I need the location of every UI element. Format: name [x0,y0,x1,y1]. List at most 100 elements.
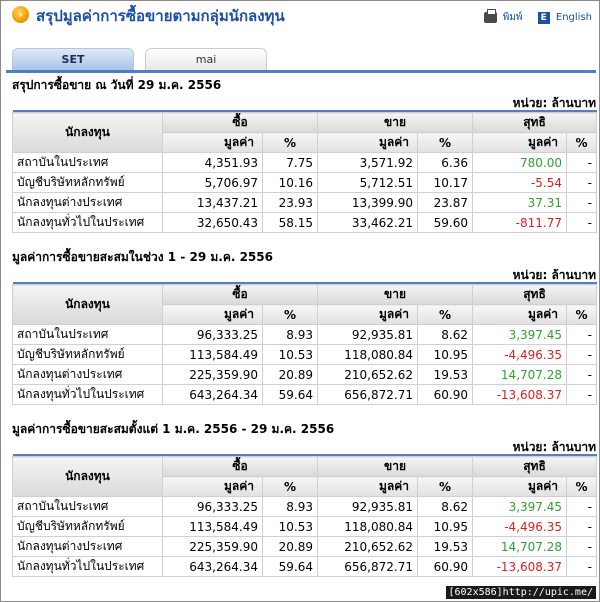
investor-table: นักลงทุน ซื้อ ขาย สุทธิ มูลค่า % มูลค่า … [12,282,597,405]
investor-name: สถาบันในประเทศ [12,496,163,517]
investor-name: นักลงทุนทั่วไปในประเทศ [12,556,163,577]
percent-header: % [566,304,597,325]
value-header: มูลค่า [317,476,418,497]
net-value: -5.54 [472,172,567,193]
buy-percent: 20.89 [262,364,318,385]
unit-label: หน่วย: ล้านบาท [512,440,596,454]
table-row: นักลงทุนต่างประเทศ 13,437.21 23.93 13,39… [12,192,597,213]
table-row: นักลงทุนทั่วไปในประเทศ 643,264.34 59.64 … [12,556,597,577]
buy-value: 13,437.21 [162,192,263,213]
print-link[interactable]: พิมพ์ [502,12,523,23]
buy-percent: 8.93 [262,496,318,517]
net-percent: - [566,324,597,345]
table-row: บัญชีบริษัทหลักทรัพย์ 113,584.49 10.53 1… [12,344,597,365]
buy-header: ซื้อ [162,284,318,305]
value-header: มูลค่า [317,304,418,325]
sell-header: ขาย [317,456,473,477]
table-row: สถาบันในประเทศ 4,351.93 7.75 3,571.92 6.… [12,152,597,173]
sell-value: 33,462.21 [317,212,418,233]
buy-value: 96,333.25 [162,324,263,345]
tab-mai[interactable]: mai [145,48,267,70]
net-percent: - [566,536,597,557]
buy-value: 113,584.49 [162,344,263,365]
page-header: › สรุปมูลค่าการซื้อขายตามกลุ่มนักลงทุน พ… [6,4,596,26]
value-header: มูลค่า [162,132,263,153]
sell-percent: 8.62 [417,496,473,517]
percent-header: % [262,304,318,325]
sell-value: 5,712.51 [317,172,418,193]
net-value: 780.00 [472,152,567,173]
net-value: 14,707.28 [472,536,567,557]
percent-header: % [417,476,473,497]
net-value: -13,608.37 [472,556,567,577]
sell-header: ขาย [317,112,473,133]
buy-header: ซื้อ [162,456,318,477]
buy-value: 5,706.97 [162,172,263,193]
unit-label: หน่วย: ล้านบาท [512,96,596,110]
buy-value: 32,650.43 [162,212,263,233]
buy-value: 96,333.25 [162,496,263,517]
sell-value: 3,571.92 [317,152,418,173]
net-percent: - [566,152,597,173]
sell-percent: 10.95 [417,516,473,537]
percent-header: % [417,304,473,325]
sell-value: 656,872.71 [317,556,418,577]
table-row: สถาบันในประเทศ 96,333.25 8.93 92,935.81 … [12,496,597,517]
english-flag-icon[interactable]: E [537,11,550,24]
buy-value: 643,264.34 [162,556,263,577]
sell-value: 210,652.62 [317,364,418,385]
buy-percent: 7.75 [262,152,318,173]
printer-icon[interactable] [483,9,497,23]
section-title: มูลค่าการซื้อขายสะสมตั้งแต่ 1 ม.ค. 2556 … [12,422,335,436]
investor-name: นักลงทุนทั่วไปในประเทศ [12,384,163,405]
investor-name: บัญชีบริษัทหลักทรัพย์ [12,516,163,537]
net-header: สุทธิ [472,456,597,477]
investor-name: สถาบันในประเทศ [12,324,163,345]
net-value: -811.77 [472,212,567,233]
sell-value: 118,080.84 [317,516,418,537]
table-row: นักลงทุนต่างประเทศ 225,359.90 20.89 210,… [12,536,597,557]
sell-value: 656,872.71 [317,384,418,405]
summary-section: มูลค่าการซื้อขายสะสมตั้งแต่ 1 ม.ค. 2556 … [12,416,597,584]
tab-underline [6,70,596,73]
net-value: -4,496.35 [472,516,567,537]
sell-percent: 59.60 [417,212,473,233]
net-percent: - [566,192,597,213]
net-percent: - [566,172,597,193]
sell-value: 13,399.90 [317,192,418,213]
buy-header: ซื้อ [162,112,318,133]
percent-header: % [566,132,597,153]
net-value: 14,707.28 [472,364,567,385]
image-host-watermark: [602x586]http://upic.me/ [445,586,596,599]
table-row: บัญชีบริษัทหลักทรัพย์ 113,584.49 10.53 1… [12,516,597,537]
buy-percent: 59.64 [262,384,318,405]
sell-header: ขาย [317,284,473,305]
sell-value: 92,935.81 [317,496,418,517]
section-title: สรุปการซื้อขาย ณ วันที่ 29 ม.ค. 2556 [12,78,222,92]
table-row: บัญชีบริษัทหลักทรัพย์ 5,706.97 10.16 5,7… [12,172,597,193]
value-header: มูลค่า [317,132,418,153]
summary-section: มูลค่าการซื้อขายสะสมในช่วง 1 - 29 ม.ค. 2… [12,244,597,412]
net-value: -4,496.35 [472,344,567,365]
buy-percent: 10.16 [262,172,318,193]
buy-value: 225,359.90 [162,364,263,385]
net-header: สุทธิ [472,284,597,305]
net-percent: - [566,516,597,537]
investor-name: นักลงทุนต่างประเทศ [12,364,163,385]
buy-percent: 10.53 [262,344,318,365]
buy-value: 225,359.90 [162,536,263,557]
buy-percent: 10.53 [262,516,318,537]
sell-value: 92,935.81 [317,324,418,345]
net-percent: - [566,384,597,405]
english-link[interactable]: English [555,12,592,23]
sell-value: 118,080.84 [317,344,418,365]
table-row: นักลงทุนทั่วไปในประเทศ 32,650.43 58.15 3… [12,212,597,233]
sell-percent: 6.36 [417,152,473,173]
investor-name: นักลงทุนต่างประเทศ [12,192,163,213]
tab-set[interactable]: SET [12,48,134,70]
buy-value: 643,264.34 [162,384,263,405]
table-row: นักลงทุนต่างประเทศ 225,359.90 20.89 210,… [12,364,597,385]
investor-name: บัญชีบริษัทหลักทรัพย์ [12,344,163,365]
investor-table: นักลงทุน ซื้อ ขาย สุทธิ มูลค่า % มูลค่า … [12,454,597,577]
buy-value: 113,584.49 [162,516,263,537]
